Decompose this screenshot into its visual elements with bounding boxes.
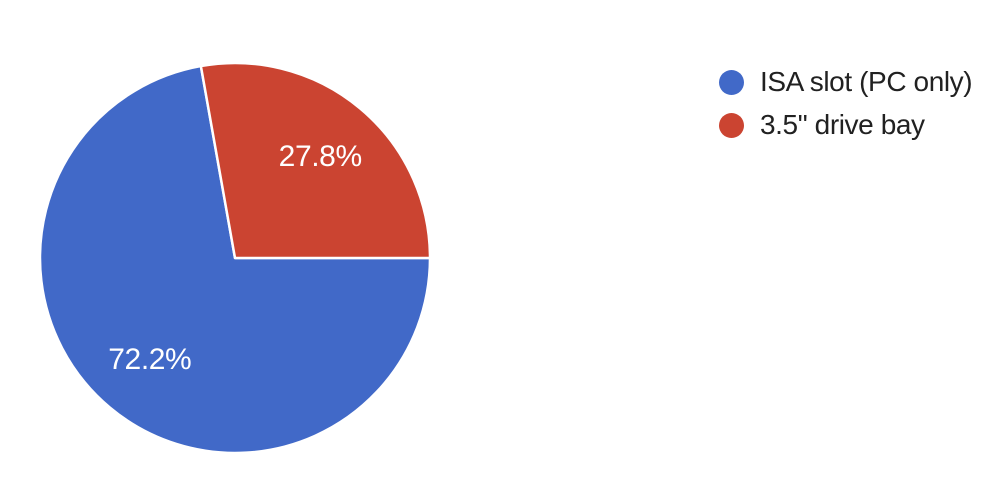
slice-label: 27.8% [279,140,362,173]
slice-label: 72.2% [108,343,191,376]
chart-legend: ISA slot (PC only) 3.5" drive bay [719,66,973,152]
pie-slice [199,61,432,260]
legend-item: ISA slot (PC only) [719,66,973,98]
legend-label: ISA slot (PC only) [760,66,973,97]
legend-item: 3.5" drive bay [719,109,972,141]
pie-slice [38,64,432,455]
legend-swatch-icon [719,69,744,95]
legend-swatch-icon [719,112,744,138]
legend-label: 3.5" drive bay [760,109,925,140]
